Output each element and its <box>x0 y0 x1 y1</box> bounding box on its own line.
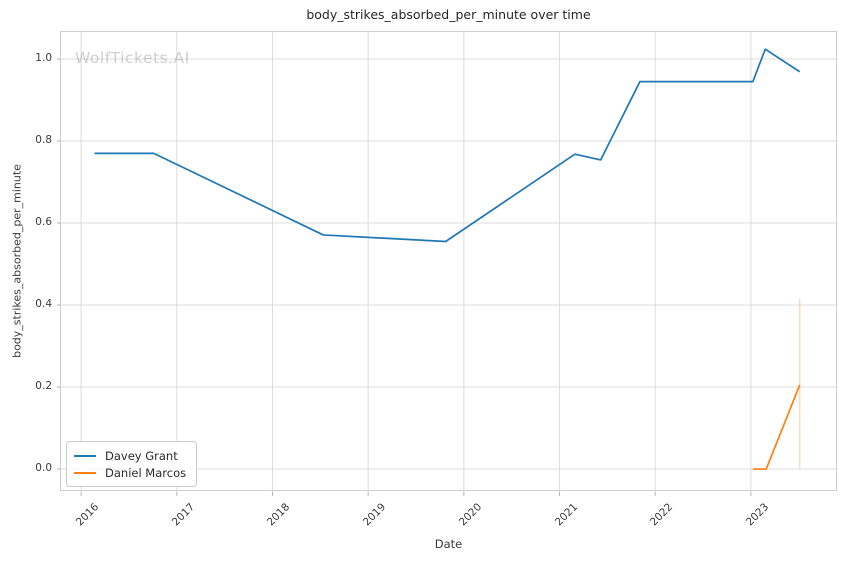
x-tick-label: 2023 <box>743 501 772 529</box>
x-tick-label: 2017 <box>169 501 198 529</box>
y-tick-label: 1.0 <box>35 52 52 65</box>
x-tick-label: 2022 <box>648 501 676 529</box>
series-line-0 <box>94 48 801 243</box>
y-axis-label: body_strikes_absorbed_per_minute <box>10 164 24 358</box>
y-tick-label: 0.2 <box>35 380 52 393</box>
chart-title: body_strikes_absorbed_per_minute over ti… <box>306 7 591 22</box>
legend-label: Daniel Marcos <box>105 465 187 480</box>
watermark-text: WolfTickets.AI <box>75 49 190 67</box>
x-tick-label: 2018 <box>265 501 293 529</box>
x-tick-label: 2020 <box>456 501 485 529</box>
legend-entry: Daniel Marcos <box>74 464 186 481</box>
legend-line-swatch <box>74 471 96 474</box>
chart-canvas <box>57 32 838 496</box>
legend-entry: Davey Grant <box>74 447 186 464</box>
legend-line-swatch <box>74 454 96 457</box>
series-line-1 <box>752 384 801 470</box>
legend-label: Davey Grant <box>105 448 178 463</box>
x-tick-label: 2019 <box>360 501 389 529</box>
y-tick-label: 0.4 <box>35 298 52 311</box>
plot-area <box>57 31 838 496</box>
x-axis-label: Date <box>434 537 463 551</box>
y-tick-label: 0.8 <box>35 134 52 147</box>
y-tick-label: 0.6 <box>35 216 52 229</box>
x-tick-label: 2021 <box>552 501 580 529</box>
legend: Davey Grant Daniel Marcos <box>66 441 198 487</box>
y-tick-label: 0.0 <box>35 462 52 475</box>
x-tick-label: 2016 <box>73 501 102 529</box>
